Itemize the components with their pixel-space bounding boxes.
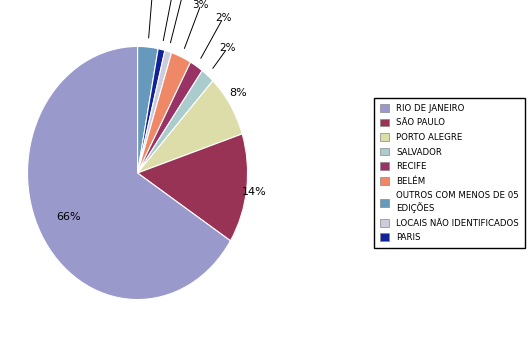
Text: 8%: 8% bbox=[230, 88, 247, 98]
Text: 2%: 2% bbox=[215, 13, 231, 23]
Text: 66%: 66% bbox=[56, 212, 80, 222]
Wedge shape bbox=[28, 46, 231, 300]
Text: 1%: 1% bbox=[174, 0, 190, 2]
Text: 2%: 2% bbox=[219, 43, 235, 53]
Wedge shape bbox=[138, 134, 248, 241]
Legend: RIO DE JANEIRO, SÃO PAULO, PORTO ALEGRE, SALVADOR, RECIFE, BELÉM, OUTROS COM MEN: RIO DE JANEIRO, SÃO PAULO, PORTO ALEGRE,… bbox=[375, 98, 525, 248]
Wedge shape bbox=[138, 71, 213, 173]
Wedge shape bbox=[138, 53, 190, 173]
Wedge shape bbox=[138, 51, 171, 173]
Text: 3%: 3% bbox=[193, 0, 209, 10]
Wedge shape bbox=[138, 46, 158, 173]
Wedge shape bbox=[138, 81, 242, 173]
Text: 14%: 14% bbox=[242, 187, 267, 197]
Wedge shape bbox=[138, 49, 165, 173]
Wedge shape bbox=[138, 62, 202, 173]
